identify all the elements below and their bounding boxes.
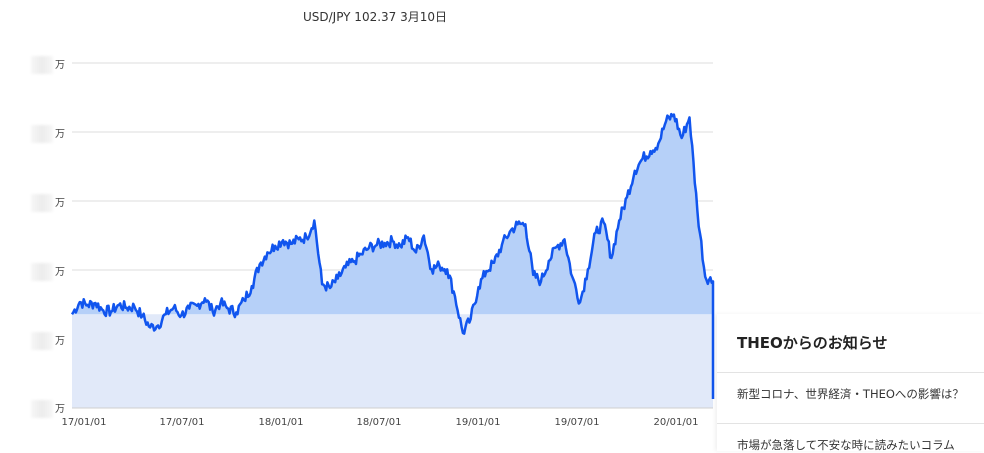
x-tick-label: 18/01/01 — [258, 417, 304, 428]
x-tick-label: 19/07/01 — [554, 417, 600, 428]
divider — [717, 372, 984, 373]
news-item-link[interactable]: 市場が急落して不安な時に読みたいコラム — [737, 438, 955, 452]
divider — [717, 423, 984, 424]
series-area-fill — [72, 114, 713, 315]
y-tick-label: 万 — [0, 332, 65, 350]
y-tick-label: 万 — [0, 263, 65, 281]
series-line — [70, 112, 715, 399]
news-heading: THEOからのお知らせ — [737, 334, 888, 352]
y-tick-label: 万 — [0, 125, 65, 143]
y-tick-label: 万 — [0, 194, 65, 212]
x-tick-label: 18/07/01 — [356, 417, 402, 428]
news-panel: THEOからのお知らせ 新型コロナ、世界経済・THEOへの影響は？ 市場が急落し… — [717, 314, 984, 452]
news-item-link[interactable]: 新型コロナ、世界経済・THEOへの影響は？ — [737, 387, 964, 401]
chart-title: USD/JPY 102.37 3月10日 — [302, 10, 448, 24]
x-tick-label: 17/01/01 — [61, 417, 107, 428]
baseline-area — [72, 314, 713, 408]
x-tick-label: 17/07/01 — [159, 417, 205, 428]
x-tick-label: 20/01/01 — [653, 417, 699, 428]
y-tick-label: 万 — [0, 400, 65, 418]
y-tick-label: 万 — [0, 56, 65, 74]
x-tick-label: 19/01/01 — [455, 417, 501, 428]
